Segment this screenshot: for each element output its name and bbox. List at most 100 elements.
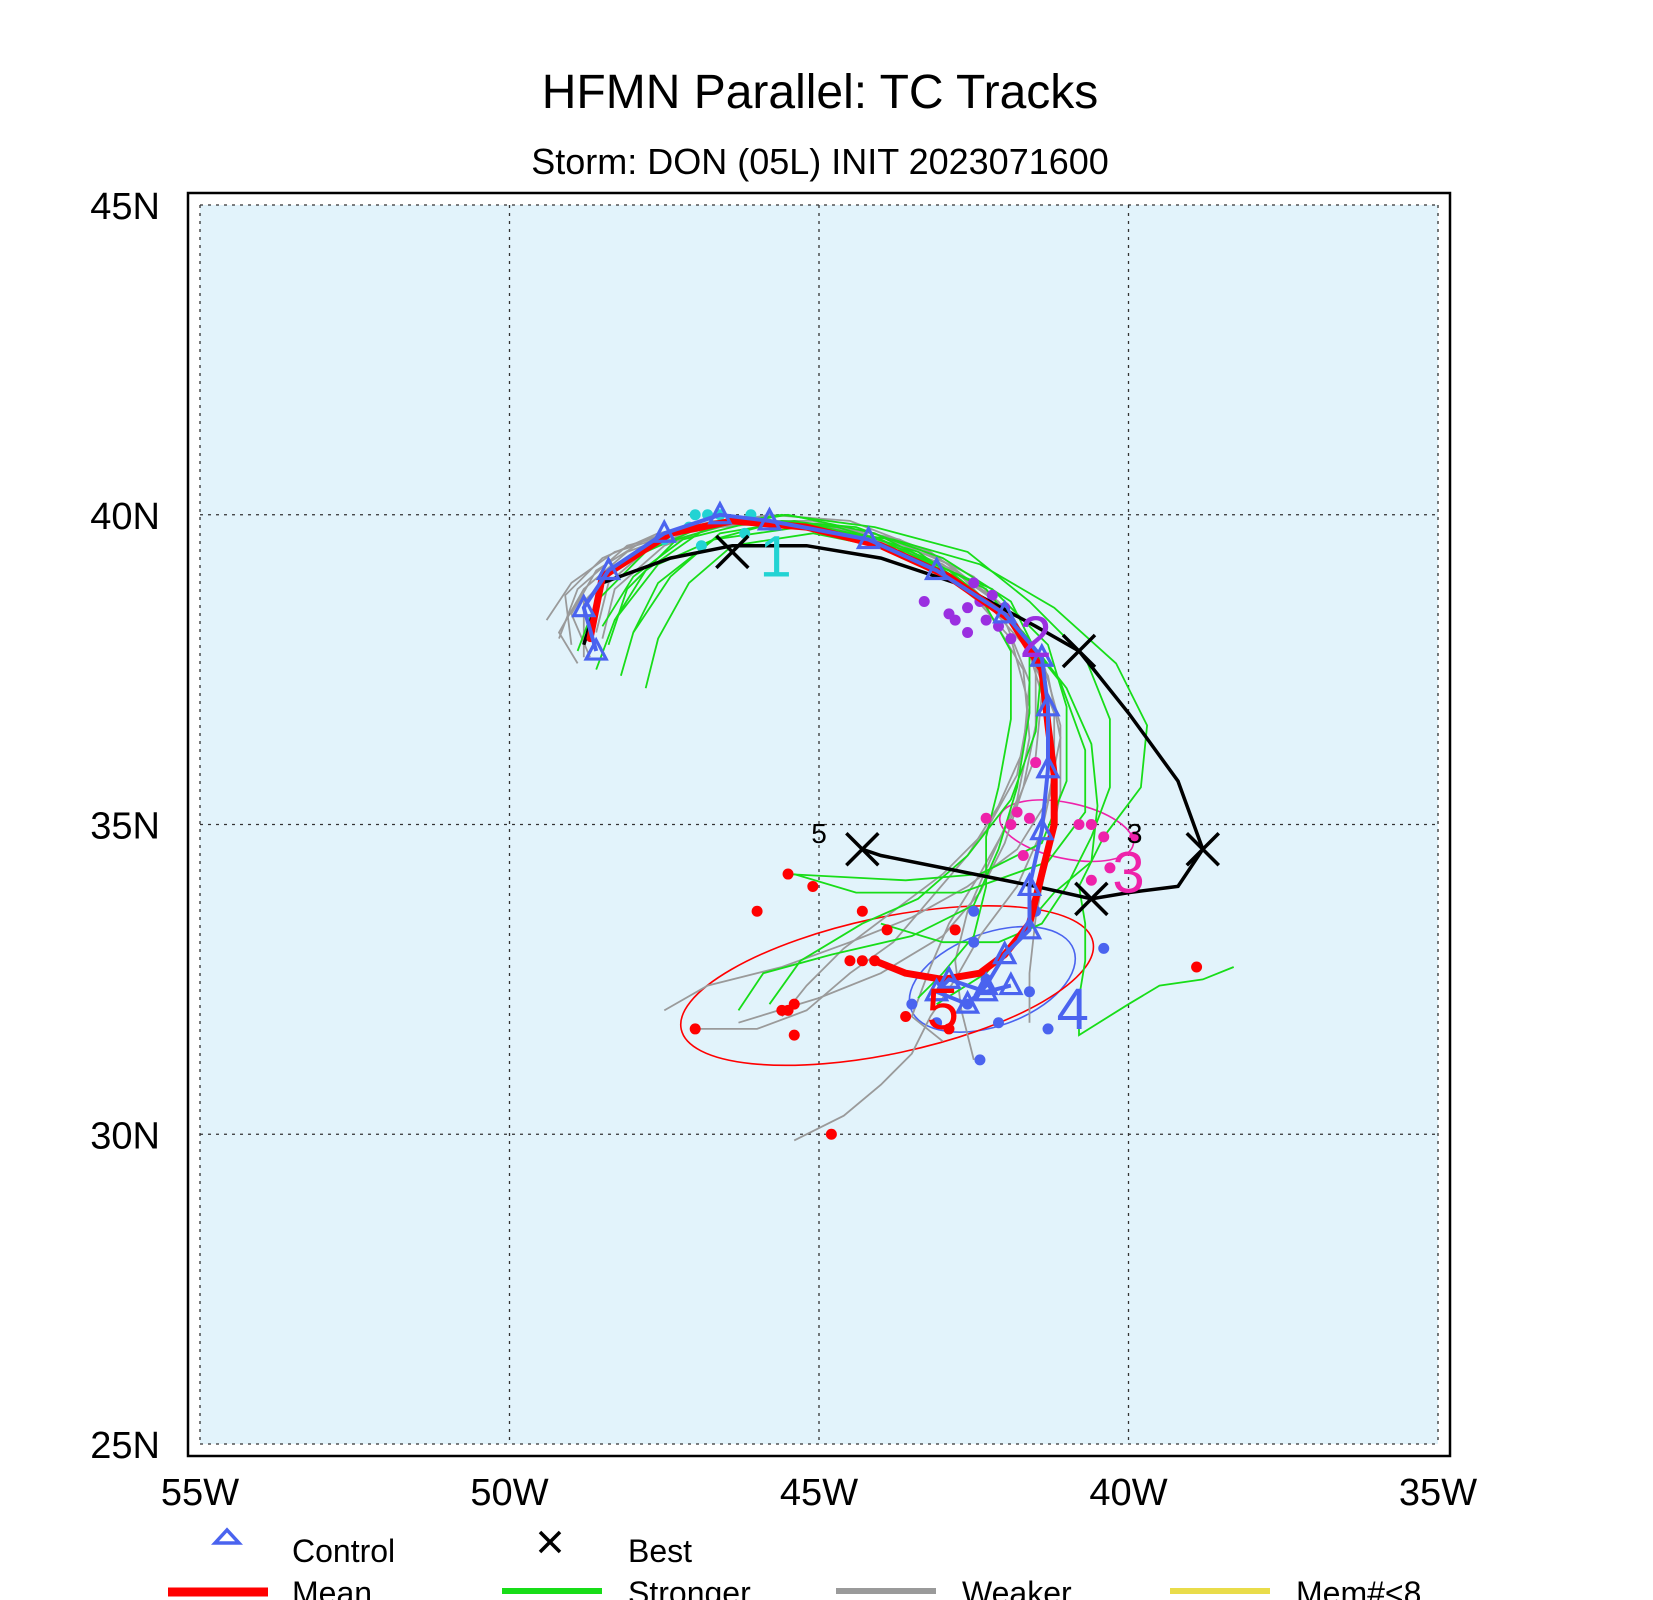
legend-label-stronger: Stronger [628,1575,751,1600]
control-track-line [581,512,1050,1007]
stronger-track [607,519,1031,1011]
member-day-4-marker [968,936,980,948]
best-x-marker [1061,633,1097,669]
uncertainty-ellipse-day-3 [998,799,1135,863]
legend-label-best: Best [628,1533,692,1569]
control-triangle-marker [1029,642,1055,667]
plot-frame [186,191,1452,1458]
best-x-stroke [1061,633,1097,669]
best-x-stroke [1185,832,1221,867]
control-triangle-marker [651,518,677,543]
control-triangle-icon [211,1527,243,1545]
control-triangle-marker [973,977,999,1002]
legend-label-weaker: Weaker [962,1575,1072,1600]
member-day-5-marker [751,905,763,917]
best-x-marker [845,832,880,867]
chart-title: HFMN Parallel: TC Tracks [542,66,1099,119]
member-day-2-marker [962,626,974,638]
member-day-5-marker [782,868,794,880]
best-x-stroke [1074,881,1109,917]
control-triangle-marker [571,593,597,618]
member-day-5-marker [1191,961,1203,973]
member-day-4-marker [968,905,980,917]
best-x-icon [538,1530,562,1554]
member-day-2-marker [993,620,1005,632]
y-tick-label: 35N [90,806,160,848]
x-tick-label: 40W [1089,1472,1167,1514]
member-day-2-marker [1005,633,1017,645]
best-x-stroke [715,534,750,570]
member-day-2-marker [943,608,955,620]
member-day-2-marker [918,595,930,607]
member-day-4-marker [974,1054,986,1066]
member-day-4-marker [906,998,918,1010]
member-day-5-marker [856,955,868,967]
member-day-5-marker [782,1004,794,1016]
legend-stronger: Stronger [502,1575,751,1600]
forecast-day-1-label: 1 [760,525,792,590]
y-tick-label: 40N [90,496,160,538]
y-tick-label: 25N [90,1425,160,1467]
control-triangle-marker [1016,872,1043,897]
member-day-3-marker [980,812,992,824]
forecast-day-2-label: 2 [1020,605,1052,670]
member-day-1-marker [695,540,707,552]
control-triangle-marker [707,500,733,525]
control-triangle-marker [998,971,1024,996]
member-day-5-marker [825,1128,837,1140]
legend-mean: Mean [168,1575,372,1600]
control-triangle-marker [1016,915,1043,940]
control-triangle-marker [923,977,950,1002]
member-day-5-marker [881,924,893,936]
control-triangle-marker [1035,692,1061,717]
member-day-3-marker [1129,831,1141,843]
member-day-5-marker [949,924,961,936]
control-triangle-marker [1029,816,1055,841]
control-triangle-marker [954,989,981,1014]
member-day-3-marker [1023,812,1035,824]
member-day-5-marker [900,1011,912,1023]
stronger-track [601,519,1012,999]
member-day-1-marker [689,509,701,521]
member-day-5-marker [689,1023,701,1035]
member-day-5-marker [807,880,819,892]
forecast-day-numbers: 1 2 3 4 5 [760,525,1145,1042]
axis-tick-labels: 55W 50W 45W 40W 35W 25N 30N 35N 40N 45N [90,186,1477,1514]
legend-control: Control [211,1527,395,1569]
gridlines [199,204,1439,1445]
control-triangle-marker [756,506,783,531]
control-triangle-marker [936,964,962,989]
member-day-3-marker [1098,831,1110,843]
member-day-4-marker [1042,1023,1054,1035]
member-day-5-marker [856,905,868,917]
x-tick-label: 55W [161,1472,239,1514]
legend-mem-lt-8: Mem#<8 [1170,1575,1421,1600]
member-day-3-marker [1005,819,1017,830]
best-x-marker [1074,881,1109,917]
member-day-3-marker [1030,757,1042,769]
legend-weaker: Weaker [836,1575,1072,1600]
x-tick-label: 35W [1399,1472,1477,1514]
member-day-5-marker [788,1029,800,1041]
control-triangle-marker [595,556,622,581]
control-triangle-marker [923,556,950,581]
y-tick-label: 30N [90,1115,160,1157]
control-triangle-marker [583,636,609,661]
forecast-day-4-label: 4 [1057,977,1089,1042]
member-day-4-marker [931,1017,943,1029]
member-day-2-marker [962,602,974,614]
member-day-3-marker [1017,849,1029,861]
control-triangle-marker [855,525,882,550]
x-tick-label: 45W [780,1472,858,1514]
member-day-3-marker [1085,819,1097,830]
forecast-day-3-label: 3 [1112,841,1144,906]
best-x-marker [1185,832,1221,867]
member-day-4-marker [993,1017,1005,1029]
legend: Control Best Mean Stronger Weaker Mem#<8 [168,1527,1421,1600]
best-x-stroke [845,832,880,867]
control-triangle-marker [992,599,1018,624]
best-day-label: 3 [1127,818,1143,849]
best-day-label: 5 [811,818,827,849]
legend-best: Best [538,1530,692,1569]
